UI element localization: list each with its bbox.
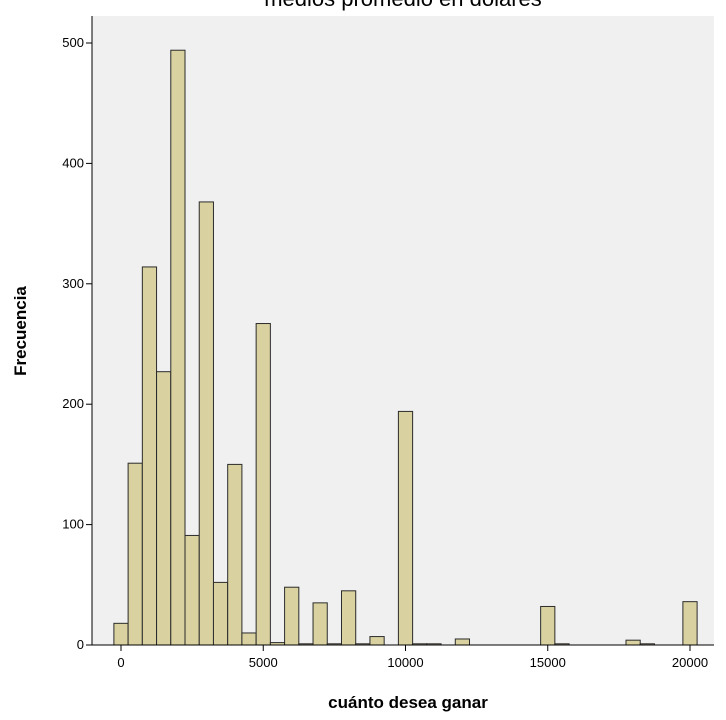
y-axis-title: Frecuencia: [11, 286, 30, 376]
histogram-bar: [241, 632, 257, 646]
bars-group: [113, 49, 698, 646]
histogram-bar: [113, 622, 129, 646]
histogram-bar: [540, 605, 556, 646]
histogram-bar: [625, 639, 641, 646]
histogram-bar: [141, 266, 158, 646]
x-tick-label: 15000: [530, 655, 566, 670]
y-tick-label: 200: [62, 396, 84, 411]
y-tick-label: 300: [62, 276, 84, 291]
y-tick-label: 400: [62, 155, 84, 170]
histogram-bar: [312, 602, 328, 646]
x-tick-label: 20000: [672, 655, 708, 670]
histogram-bar: [454, 638, 471, 646]
x-tick-label: 0: [117, 655, 124, 670]
histogram-bar: [170, 49, 186, 646]
histogram-bar: [369, 636, 385, 646]
histogram-bar: [255, 323, 271, 646]
chart-title: medios promedio en dolares: [264, 0, 542, 11]
histogram-bar: [127, 462, 143, 646]
y-tick-label: 0: [77, 637, 84, 652]
x-tick-label: 10000: [387, 655, 423, 670]
histogram-bar: [340, 590, 357, 646]
histogram-bar: [284, 586, 300, 646]
histogram-bar: [397, 410, 414, 646]
histogram-bar: [156, 371, 172, 646]
histogram-bar: [227, 463, 243, 646]
histogram-bar: [682, 601, 698, 646]
y-tick-label: 100: [62, 517, 84, 532]
x-tick-label: 5000: [249, 655, 278, 670]
x-axis-title: cuánto desea ganar: [328, 693, 488, 712]
y-tick-label: 500: [62, 35, 84, 50]
histogram-bar: [184, 534, 200, 646]
histogram-bar: [212, 581, 229, 646]
histogram-bar: [198, 201, 214, 646]
